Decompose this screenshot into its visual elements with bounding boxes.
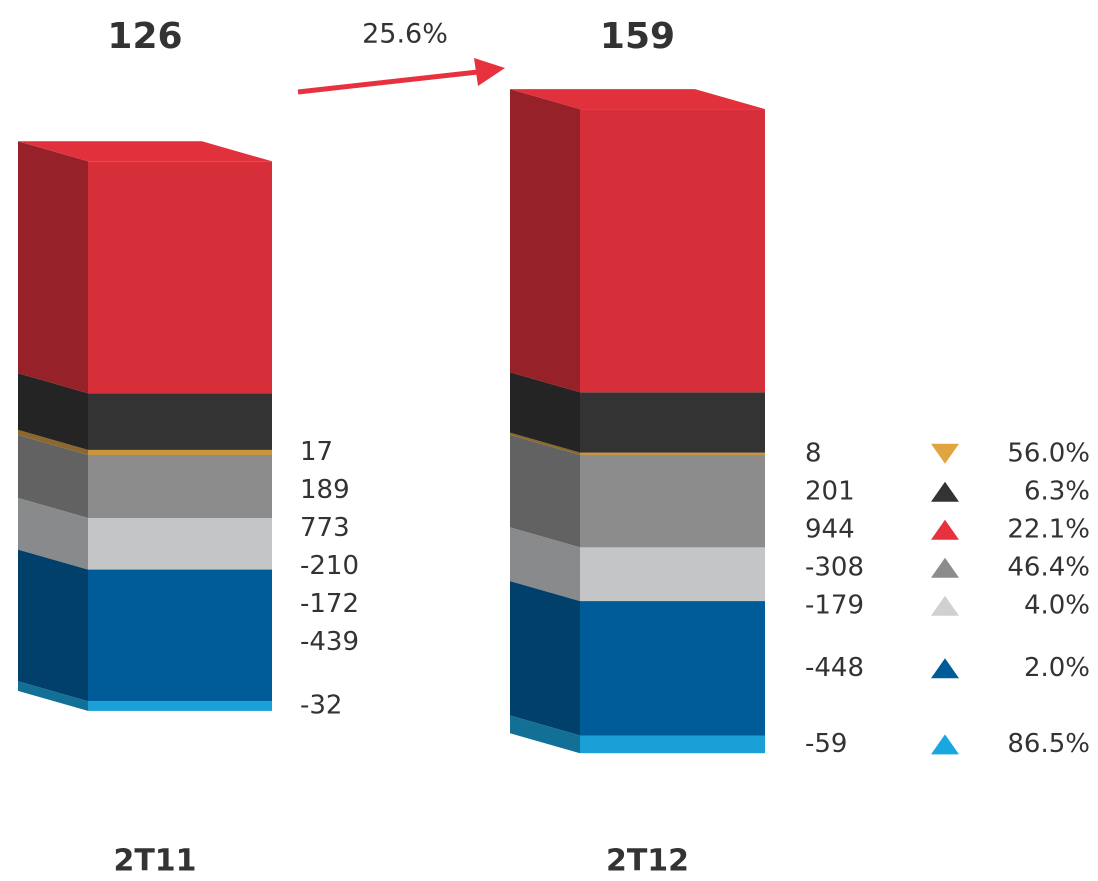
- change-annotation: 25.6%: [362, 19, 448, 50]
- bar-segment: [88, 393, 272, 450]
- bar-segment: [88, 701, 272, 711]
- bar-side: [510, 527, 580, 602]
- bar-side: [18, 681, 88, 711]
- legend-change: 4.0%: [1024, 590, 1090, 620]
- bar-side: [18, 141, 88, 394]
- value-label: 8: [805, 438, 822, 468]
- value-label: -59: [805, 729, 847, 759]
- legend-triangle: [931, 557, 959, 578]
- legend-triangle: [931, 443, 959, 464]
- value-label: 189: [300, 475, 350, 505]
- bar-side: [18, 549, 88, 702]
- bar-side: [510, 372, 580, 453]
- value-label: -308: [805, 552, 864, 582]
- value-label: -172: [300, 589, 359, 619]
- bar-segment: [88, 449, 272, 455]
- legend-triangle: [931, 734, 959, 755]
- bar-segment: [580, 455, 765, 548]
- value-label: -448: [805, 653, 864, 683]
- bar-side: [18, 435, 88, 518]
- bar-side: [510, 89, 580, 393]
- legend-change: 6.3%: [1024, 476, 1090, 506]
- total-label: 159: [600, 16, 675, 57]
- bar-side: [510, 715, 580, 754]
- bar-segment: [88, 455, 272, 518]
- legend-change: 22.1%: [1007, 514, 1090, 544]
- legend-change: 46.4%: [1007, 552, 1090, 582]
- legend-triangle: [931, 595, 959, 616]
- category-label: 2T12: [606, 844, 689, 879]
- bar-segment: [580, 452, 765, 455]
- bar-top: [510, 89, 765, 110]
- legend-triangle: [931, 481, 959, 502]
- legend-triangle: [931, 519, 959, 540]
- bar-side: [510, 432, 580, 455]
- bar-segment: [88, 569, 272, 702]
- bar-side: [510, 581, 580, 736]
- legend-change: 2.0%: [1024, 653, 1090, 683]
- value-label: -439: [300, 627, 359, 657]
- bar-side: [18, 429, 88, 455]
- value-label: -32: [300, 691, 342, 721]
- legend-triangle: [931, 658, 959, 679]
- bar-side: [18, 498, 88, 570]
- legend-change: 86.5%: [1007, 729, 1090, 759]
- bar-segment: [580, 547, 765, 602]
- bar-segment: [88, 518, 272, 570]
- arrow-head: [474, 58, 505, 86]
- bar-segment: [580, 392, 765, 453]
- bar-side: [18, 373, 88, 450]
- bar-segment: [580, 601, 765, 736]
- bar-top: [18, 141, 272, 162]
- value-label: 17: [300, 437, 333, 467]
- bar-side: [510, 435, 580, 548]
- value-label: 944: [805, 514, 855, 544]
- value-label: 773: [300, 513, 350, 543]
- value-label: -210: [300, 551, 359, 581]
- value-label: 201: [805, 476, 855, 506]
- arrow-line: [297, 69, 479, 95]
- bar-segment: [88, 161, 272, 394]
- bar-segment: [580, 735, 765, 754]
- total-label: 126: [107, 16, 182, 57]
- category-label: 2T11: [113, 844, 196, 879]
- legend-change: 56.0%: [1007, 438, 1090, 468]
- value-label: -179: [805, 590, 864, 620]
- bar-segment: [580, 109, 765, 393]
